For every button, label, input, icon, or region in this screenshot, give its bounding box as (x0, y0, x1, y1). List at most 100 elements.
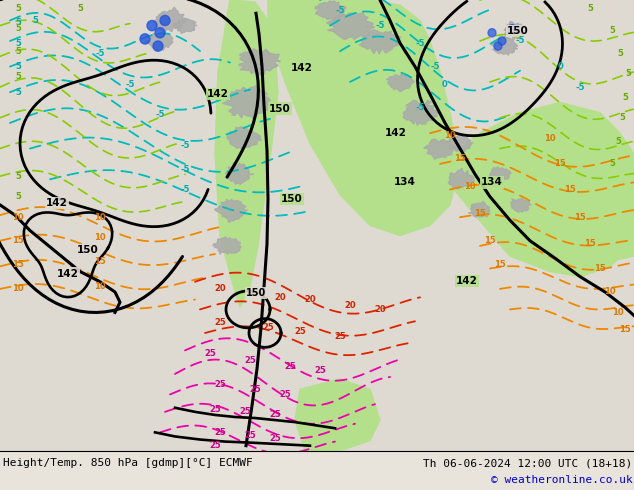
Text: 142: 142 (291, 63, 313, 73)
Polygon shape (570, 195, 634, 261)
Text: 5: 5 (15, 73, 21, 81)
Text: -5: -5 (126, 79, 135, 89)
Text: 5: 5 (615, 137, 621, 146)
Text: 150: 150 (507, 26, 529, 36)
Text: 15: 15 (619, 325, 631, 334)
Text: 25: 25 (244, 431, 256, 440)
Text: 25: 25 (269, 411, 281, 419)
Text: 5: 5 (617, 49, 623, 58)
Text: 25: 25 (204, 349, 216, 358)
Polygon shape (315, 1, 346, 21)
Text: 10: 10 (12, 213, 24, 221)
Text: 142: 142 (385, 128, 407, 138)
Circle shape (498, 37, 506, 45)
Text: 5: 5 (619, 113, 625, 122)
Text: 25: 25 (214, 318, 226, 327)
Text: 25: 25 (334, 332, 346, 341)
Text: Th 06-06-2024 12:00 UTC (18+18): Th 06-06-2024 12:00 UTC (18+18) (424, 458, 633, 468)
Circle shape (508, 24, 516, 33)
Text: 10: 10 (612, 308, 624, 317)
Text: -5: -5 (415, 39, 425, 48)
Text: 15: 15 (574, 213, 586, 221)
Text: 15: 15 (484, 236, 496, 245)
Circle shape (155, 27, 165, 38)
Text: 142: 142 (456, 276, 478, 286)
Text: 150: 150 (77, 245, 99, 255)
Polygon shape (223, 86, 271, 120)
Text: 142: 142 (57, 269, 79, 278)
Text: -5: -5 (575, 83, 585, 92)
Text: 5: 5 (77, 4, 83, 13)
Polygon shape (504, 22, 527, 40)
Polygon shape (491, 37, 518, 55)
Polygon shape (359, 30, 401, 54)
Text: 15: 15 (12, 236, 24, 245)
Polygon shape (145, 30, 173, 50)
Polygon shape (239, 49, 281, 75)
Text: -5: -5 (180, 165, 190, 173)
Text: 25: 25 (314, 367, 326, 375)
Text: 25: 25 (279, 390, 291, 399)
Text: 25: 25 (214, 380, 226, 389)
Text: 10: 10 (464, 182, 476, 191)
Text: 150: 150 (269, 103, 291, 114)
Circle shape (160, 15, 170, 25)
Text: -5: -5 (430, 62, 440, 71)
Text: 25: 25 (239, 407, 251, 416)
Text: 15: 15 (564, 185, 576, 194)
Circle shape (153, 41, 163, 51)
Text: -5: -5 (515, 36, 525, 46)
Text: Height/Temp. 850 hPa [gdmp][°C] ECMWF: Height/Temp. 850 hPa [gdmp][°C] ECMWF (3, 458, 253, 468)
Polygon shape (225, 163, 254, 184)
Text: 0: 0 (442, 79, 448, 89)
Text: 150: 150 (281, 194, 303, 204)
Text: 25: 25 (284, 362, 296, 371)
Polygon shape (440, 102, 634, 277)
Text: 15: 15 (554, 159, 566, 169)
Text: 15: 15 (584, 239, 596, 248)
Text: 15: 15 (494, 260, 506, 269)
Text: 20: 20 (304, 294, 316, 304)
Circle shape (140, 34, 150, 44)
Text: 25: 25 (209, 405, 221, 415)
Text: 10: 10 (12, 284, 24, 294)
Polygon shape (213, 237, 242, 254)
Text: 5: 5 (609, 26, 615, 35)
Text: -5: -5 (180, 141, 190, 150)
Text: 10: 10 (94, 213, 106, 221)
Text: 134: 134 (394, 177, 416, 187)
Text: 15: 15 (94, 257, 106, 266)
Text: 10: 10 (94, 233, 106, 242)
Text: 25: 25 (269, 434, 281, 443)
Text: 15: 15 (594, 264, 606, 273)
Text: 5: 5 (32, 16, 38, 25)
Text: 25: 25 (262, 323, 274, 332)
Text: 15: 15 (12, 260, 24, 269)
Text: 10: 10 (604, 288, 616, 296)
Text: 5: 5 (622, 93, 628, 102)
Text: 20: 20 (214, 284, 226, 294)
Polygon shape (403, 100, 440, 126)
Text: 5: 5 (15, 172, 21, 181)
Text: 5: 5 (15, 62, 21, 71)
Text: 25: 25 (244, 356, 256, 365)
Polygon shape (489, 167, 511, 181)
Text: 142: 142 (207, 89, 229, 99)
Text: -5: -5 (155, 110, 165, 119)
Polygon shape (386, 74, 415, 92)
Polygon shape (215, 0, 278, 307)
Text: 20: 20 (274, 293, 286, 302)
Text: 10: 10 (94, 282, 106, 292)
Polygon shape (172, 19, 197, 33)
Text: 15: 15 (474, 209, 486, 218)
Text: 134: 134 (481, 177, 503, 187)
Text: 5: 5 (15, 192, 21, 201)
Polygon shape (154, 7, 187, 32)
Text: -5: -5 (335, 6, 345, 15)
Text: 5: 5 (15, 88, 21, 97)
Text: 142: 142 (46, 198, 68, 208)
Text: 20: 20 (374, 305, 386, 314)
Text: 10: 10 (544, 134, 556, 143)
Text: 5: 5 (15, 24, 21, 33)
Text: 15: 15 (454, 154, 466, 163)
